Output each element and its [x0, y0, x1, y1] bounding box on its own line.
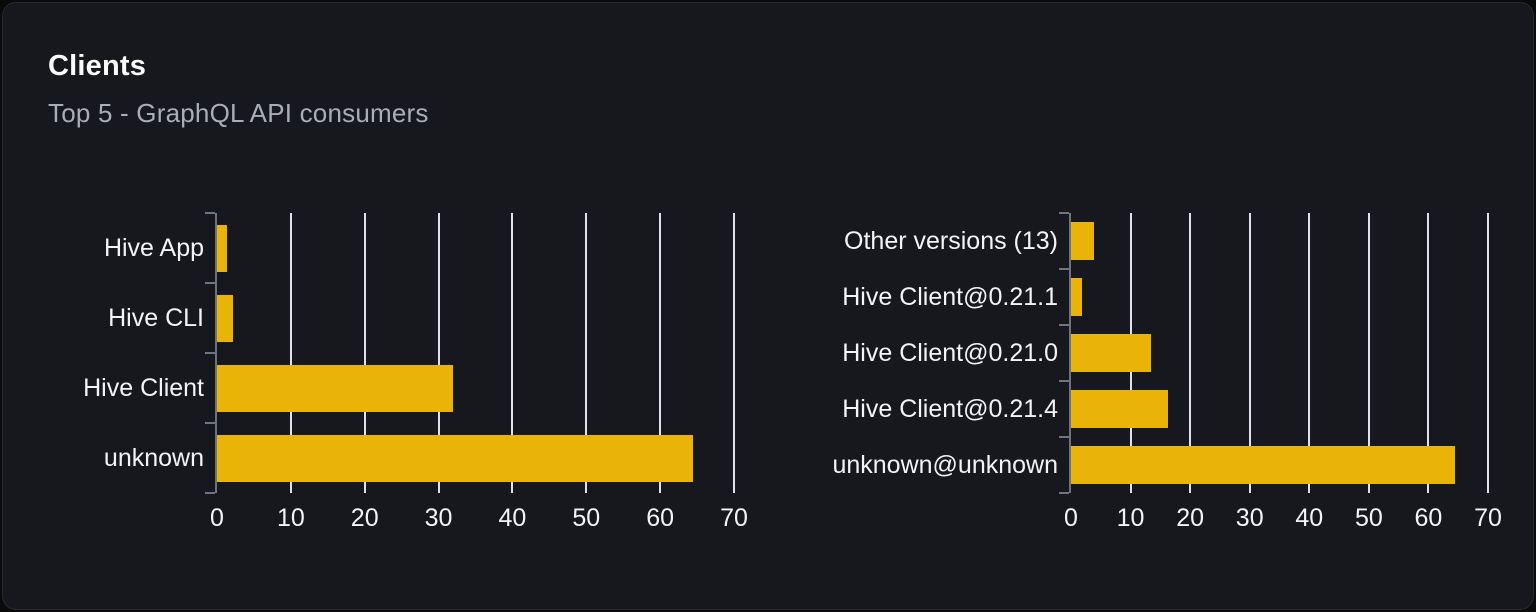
y-axis-tick — [1059, 324, 1069, 327]
x-tick-label: 10 — [1116, 504, 1145, 533]
y-axis-tick — [205, 422, 215, 425]
bar — [1071, 446, 1456, 485]
gridline — [585, 213, 588, 494]
y-axis-tick — [1059, 268, 1069, 271]
category-label: unknown@unknown — [832, 450, 1058, 479]
gridline — [659, 213, 662, 494]
x-tick-label: 20 — [350, 504, 379, 533]
gridline — [1367, 213, 1370, 494]
bar — [1071, 390, 1168, 429]
category-label: Other versions (13) — [844, 226, 1058, 255]
y-axis-labels: Hive App Hive CLI Hive Client unknown — [48, 213, 217, 493]
x-tick-label: 40 — [1295, 504, 1324, 533]
gridline — [1248, 213, 1251, 494]
bar — [1071, 334, 1151, 373]
y-axis-tick — [1059, 380, 1069, 383]
y-axis-tick — [1059, 212, 1069, 215]
x-axis-labels: 0 10 20 30 40 50 60 70 — [210, 503, 748, 533]
x-tick-label: 70 — [1474, 504, 1502, 533]
x-tick-label: 50 — [572, 504, 601, 533]
x-tick-label: 0 — [1064, 504, 1078, 533]
bar — [217, 365, 454, 413]
category-label: Hive Client@0.21.4 — [842, 394, 1058, 423]
x-tick-label: 70 — [720, 504, 748, 533]
gridline — [511, 213, 514, 494]
bar — [1071, 278, 1083, 317]
x-tick-label: 30 — [1235, 504, 1264, 533]
gridline — [733, 213, 735, 494]
category-label: Hive App — [103, 233, 204, 262]
gridline — [1487, 213, 1489, 494]
card-header: Clients Top 5 - GraphQL API consumers — [3, 3, 1533, 129]
y-axis-labels: Other versions (13) Hive Client@0.21.1 Hiv… — [832, 213, 1071, 493]
category-label: Hive Client@0.21.1 — [842, 282, 1058, 311]
category-label: Hive Client — [83, 373, 204, 402]
gridline — [1189, 213, 1192, 494]
x-axis-labels: 0 10 20 30 40 50 60 70 — [1064, 503, 1502, 533]
gridline — [363, 213, 366, 494]
x-tick-label: 30 — [424, 504, 453, 533]
chart-clients-by-version: Other versions (13) Hive Client@0.21.1 Hiv… — [832, 212, 1502, 532]
y-axis-tick — [205, 282, 215, 285]
gridline — [1427, 213, 1430, 494]
category-label: Hive CLI — [108, 303, 204, 332]
plot-area: 0 10 20 30 40 50 60 70 — [1059, 212, 1502, 532]
y-axis-tick — [1059, 492, 1069, 495]
category-label: Hive Client@0.21.0 — [842, 338, 1058, 367]
bar — [1071, 222, 1095, 261]
y-axis-tick — [205, 212, 215, 215]
x-tick-label: 20 — [1176, 504, 1205, 533]
y-axis-tick — [205, 352, 215, 355]
y-axis-tick — [1059, 436, 1069, 439]
y-axis-line — [215, 213, 217, 494]
y-axis-line — [1069, 213, 1071, 494]
gridline — [1308, 213, 1311, 494]
x-tick-label: 50 — [1354, 504, 1383, 533]
bar — [217, 295, 233, 343]
bar — [217, 435, 694, 483]
page-subtitle: Top 5 - GraphQL API consumers — [48, 98, 429, 129]
x-tick-label: 40 — [498, 504, 527, 533]
x-tick-label: 10 — [276, 504, 305, 533]
x-tick-label: 0 — [210, 504, 224, 533]
gridline — [289, 213, 292, 494]
page-title: Clients — [48, 50, 147, 82]
plot-area: 0 10 20 30 40 50 60 70 — [205, 212, 748, 532]
chart-clients-by-name: Hive App Hive CLI Hive Client unknown 0 10 20… — [48, 212, 748, 532]
category-label: unknown — [103, 443, 204, 472]
y-axis-tick — [205, 492, 215, 495]
charts-row: Hive App Hive CLI Hive Client unknown 0 10 20… — [3, 212, 1533, 532]
x-tick-label: 60 — [1414, 504, 1443, 533]
bar — [217, 225, 227, 273]
x-tick-label: 60 — [646, 504, 675, 533]
gridline — [437, 213, 440, 494]
